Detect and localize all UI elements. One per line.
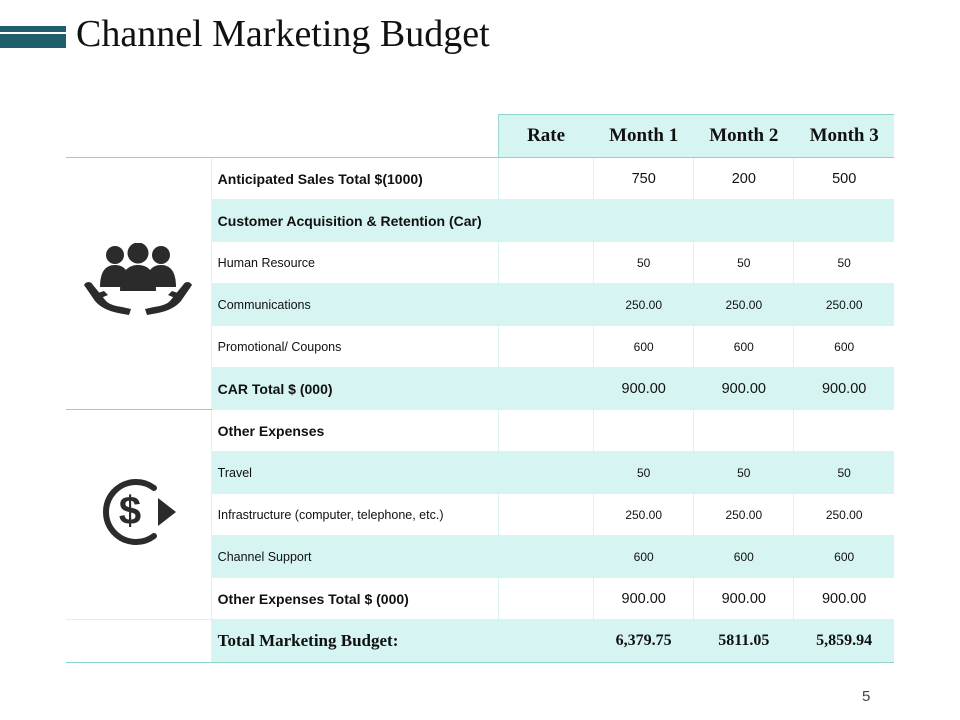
- cell-month-2: 250.00: [693, 283, 794, 326]
- cell-month-2: 600: [693, 535, 794, 578]
- svg-text:$: $: [119, 489, 141, 533]
- cell-month-2: [693, 409, 794, 452]
- cell-month-2: 200: [693, 157, 794, 200]
- total-month-3: 5,859.94: [793, 619, 894, 663]
- cell-month-1: 50: [593, 241, 694, 284]
- cell-month-1: 250.00: [593, 493, 694, 536]
- row-label: Infrastructure (computer, telephone, etc…: [211, 493, 499, 536]
- total-row: Total Marketing Budget: 6,379.75 5811.05…: [66, 619, 894, 663]
- cell-rate: [498, 493, 594, 536]
- cell-month-1: [593, 409, 694, 452]
- row-label: Human Resource: [211, 241, 499, 284]
- section-1-icon-cell: [66, 157, 212, 410]
- cell-month-3: 250.00: [793, 493, 894, 536]
- table-row: Promotional/ Coupons 600 600 600: [66, 325, 894, 368]
- cell-month-3: 50: [793, 241, 894, 284]
- row-label: CAR Total $ (000): [211, 367, 499, 410]
- header-month-2: Month 2: [693, 114, 794, 158]
- table-row: Channel Support 600 600 600: [66, 535, 894, 578]
- cell-month-3: 600: [793, 325, 894, 368]
- total-month-1: 6,379.75: [593, 619, 694, 663]
- row-label: Customer Acquisition & Retention (Car): [211, 199, 499, 242]
- total-month-2: 5811.05: [693, 619, 794, 663]
- section-2-icon-cell: $: [66, 409, 212, 620]
- title-accent-bars: [0, 26, 66, 48]
- cell-month-1: 750: [593, 157, 694, 200]
- table-header-row: Rate Month 1 Month 2 Month 3: [66, 114, 894, 158]
- cell-month-2: 600: [693, 325, 794, 368]
- cell-month-1: 900.00: [593, 577, 694, 620]
- header-blank-cell: [66, 114, 499, 158]
- cell-rate: [498, 283, 594, 326]
- row-label: Travel: [211, 451, 499, 494]
- row-label: Other Expenses: [211, 409, 499, 452]
- cell-rate: [498, 157, 594, 200]
- cell-month-1: 600: [593, 325, 694, 368]
- cell-month-1: 900.00: [593, 367, 694, 410]
- cell-rate: [498, 367, 594, 410]
- cell-month-2: 50: [693, 241, 794, 284]
- cell-month-2: 900.00: [693, 577, 794, 620]
- slide-title: Channel Marketing Budget: [76, 13, 490, 55]
- row-label: Communications: [211, 283, 499, 326]
- total-rate: [498, 619, 594, 663]
- cell-month-3: 50: [793, 451, 894, 494]
- cell-month-3: 600: [793, 535, 894, 578]
- row-label: Channel Support: [211, 535, 499, 578]
- cell-month-3: 900.00: [793, 367, 894, 410]
- row-label: Other Expenses Total $ (000): [211, 577, 499, 620]
- cell-rate: [498, 535, 594, 578]
- cell-rate: [498, 577, 594, 620]
- total-label: Total Marketing Budget:: [211, 619, 499, 663]
- cell-month-2: 900.00: [693, 367, 794, 410]
- table-row: Travel 50 50 50: [66, 451, 894, 494]
- table-row: Customer Acquisition & Retention (Car): [66, 199, 894, 242]
- cell-month-2: 250.00: [693, 493, 794, 536]
- table-row: Anticipated Sales Total $(1000) 750 200 …: [66, 157, 894, 410]
- cell-rate: [498, 451, 594, 494]
- budget-table: Rate Month 1 Month 2 Month 3: [66, 114, 894, 663]
- row-label: Anticipated Sales Total $(1000): [211, 157, 499, 200]
- table-row: Human Resource 50 50 50: [66, 241, 894, 284]
- row-label: Promotional/ Coupons: [211, 325, 499, 368]
- table-row: Infrastructure (computer, telephone, etc…: [66, 493, 894, 536]
- header-month-1: Month 1: [593, 114, 694, 158]
- header-month-3: Month 3: [793, 114, 894, 158]
- table-row: Other Expenses Total $ (000) 900.00 900.…: [66, 577, 894, 620]
- page-number: 5: [862, 688, 871, 705]
- people-in-hands-icon: [84, 242, 193, 315]
- row-label-text: Customer Acquisition & Retention (Car): [217, 212, 482, 229]
- cell-month-3: 500: [793, 157, 894, 200]
- cell-month-3: [793, 409, 894, 452]
- cell-month-1: 50: [593, 451, 694, 494]
- cell-rate: [498, 241, 594, 284]
- cell-month-3: 250.00: [793, 283, 894, 326]
- cell-month-3: 900.00: [793, 577, 894, 620]
- cell-month-1: [593, 199, 694, 242]
- cell-month-1: 250.00: [593, 283, 694, 326]
- dollar-refresh-icon: $: [103, 479, 177, 545]
- table-row: Communications 250.00 250.00 250.00: [66, 283, 894, 326]
- total-blank-cell: [66, 619, 212, 663]
- cell-rate: [498, 325, 594, 368]
- header-rate: Rate: [498, 114, 594, 158]
- table-row: CAR Total $ (000) 900.00 900.00 900.00: [66, 367, 894, 410]
- cell-month-3: [793, 199, 894, 242]
- cell-rate: [498, 409, 594, 452]
- cell-month-2: [693, 199, 794, 242]
- cell-rate: [498, 199, 594, 242]
- cell-month-1: 600: [593, 535, 694, 578]
- cell-month-2: 50: [693, 451, 794, 494]
- table-row: $ Other Expenses: [66, 409, 894, 620]
